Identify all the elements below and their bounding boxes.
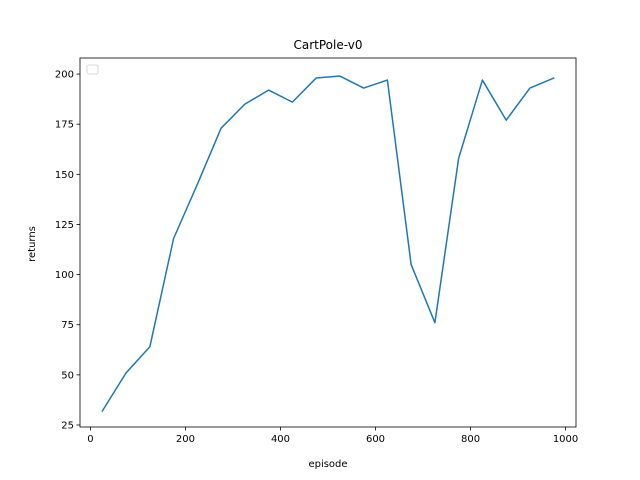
- y-tick-label: 50: [61, 370, 74, 381]
- series-line-0: [101, 75, 555, 412]
- axes-frame: [79, 57, 577, 428]
- x-axis-label: episode: [308, 459, 347, 470]
- legend-box: [86, 64, 99, 75]
- y-tick-label: 125: [55, 220, 74, 231]
- x-tick-label: 800: [461, 434, 480, 445]
- x-tick-label: 400: [271, 434, 290, 445]
- y-tick-label: 200: [55, 70, 74, 81]
- y-tick-label: 25: [61, 420, 74, 431]
- x-tick-label: 600: [366, 434, 385, 445]
- plot-area: 0 200 400 600 800 1000 25 50 75 100 125 150 175 200: [55, 57, 578, 445]
- y-tick-label: 75: [61, 320, 74, 331]
- y-tick-label: 175: [55, 120, 74, 131]
- x-tick-label: 200: [176, 434, 195, 445]
- x-tick-label: 0: [87, 434, 93, 445]
- x-tick-label: 1000: [553, 434, 578, 445]
- y-axis-label: returns: [27, 226, 38, 262]
- y-tick-label: 150: [55, 170, 74, 181]
- y-tick-label: 100: [55, 270, 74, 281]
- chart-title: CartPole-v0: [294, 38, 363, 52]
